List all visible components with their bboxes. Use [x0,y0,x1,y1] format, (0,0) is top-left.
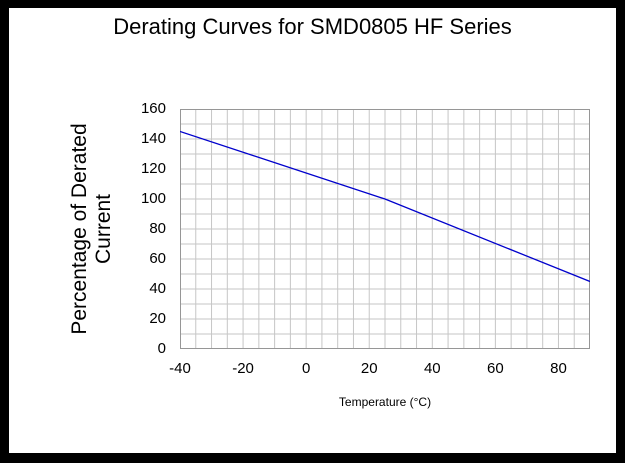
x-tick-label: 40 [423,360,441,377]
x-tick-label: 60 [487,360,504,377]
x-tick-label: 80 [550,360,567,377]
plot-border [180,109,590,349]
x-tick-label: 20 [360,360,378,377]
x-axis-title: Temperature (°C) [338,395,432,409]
gridlines [180,109,590,349]
y-tick-label: 160 [140,100,166,117]
y-tick-label: 140 [140,130,166,147]
y-tick-label: 60 [149,250,166,267]
x-tick-label: 0 [301,360,311,377]
chart-title: Derating Curves for SMD0805 HF Series [113,14,512,39]
y-tick-label: 20 [149,310,166,327]
chart-canvas: Derating Curves for SMD0805 HF Series Pe… [9,8,616,453]
plot-area [180,109,590,349]
y-tick-label: 40 [149,280,166,297]
y-tick-label: 0 [157,340,166,357]
derating-curve-line [180,130,590,283]
y-tick-label: 100 [140,190,166,207]
x-tick-label: -40 [169,360,191,377]
y-tick-label: 80 [149,220,166,237]
x-tick-label: -20 [232,360,254,377]
y-tick-label: 120 [140,160,166,177]
